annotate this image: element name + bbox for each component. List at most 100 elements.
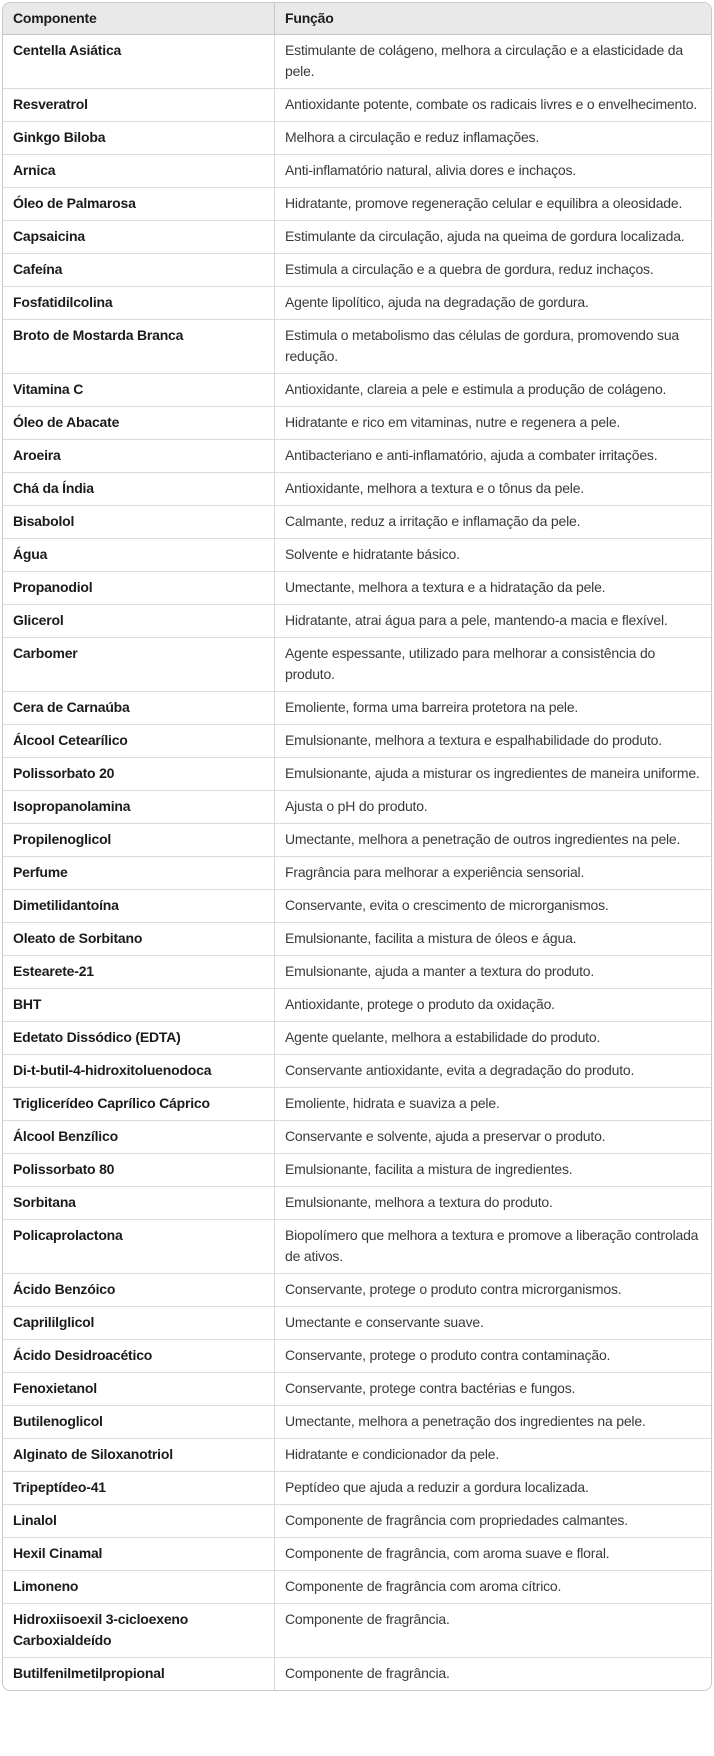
table-row: Estearete-21 Emulsionante, ajuda a manter… bbox=[3, 955, 711, 988]
funcao-cell: Agente lipolítico, ajuda na degradação d… bbox=[275, 286, 711, 319]
funcao-cell: Estimulante de colágeno, melhora a circu… bbox=[285, 42, 683, 79]
funcao-cell: Ajusta o pH do produto. bbox=[275, 790, 711, 823]
table-row: Cera de Carnaúba Emoliente, forma uma bar… bbox=[3, 691, 711, 724]
funcao-cell: Conservante, protege contra bactérias e … bbox=[275, 1372, 711, 1405]
funcao-cell: Emulsionante, ajuda a manter a textura d… bbox=[275, 955, 711, 988]
componente-cell: Alginato de Siloxanotriol bbox=[3, 1438, 275, 1471]
funcao-cell: Antioxidante potente, combate os radicai… bbox=[275, 88, 711, 121]
funcao-cell: Emoliente, hidrata e suaviza a pele. bbox=[275, 1087, 711, 1120]
funcao-cell: Emulsionante, melhora a textura do produ… bbox=[275, 1186, 711, 1219]
componente-cell: Policaprolactona bbox=[3, 1219, 275, 1273]
componente-cell: Di-t-butil-4-hidroxitoluenodoca bbox=[3, 1054, 275, 1087]
table-row: Butilenoglicol Umectante, melhora a penet… bbox=[3, 1405, 711, 1438]
componente-cell: Cafeína bbox=[3, 253, 275, 286]
componente-cell: Polissorbato 20 bbox=[3, 757, 275, 790]
table-body: Centella Asiática Estimulante de colágeno… bbox=[3, 35, 711, 1690]
componente-cell: Caprililglicol bbox=[3, 1306, 275, 1339]
table-row: Ácido Benzóico Conservante, protege o pro… bbox=[3, 1273, 711, 1306]
componente-cell: Hexil Cinamal bbox=[3, 1537, 275, 1570]
funcao-cell: Melhora a circulação e reduz inflamações… bbox=[275, 121, 711, 154]
componente-cell: Sorbitana bbox=[3, 1186, 275, 1219]
funcao-cell: Antibacteriano e anti-inflamatório, ajud… bbox=[275, 439, 711, 472]
table-row: Perfume Fragrância para melhorar a experi… bbox=[3, 856, 711, 889]
table-row: Propanodiol Umectante, melhora a textura … bbox=[3, 571, 711, 604]
funcao-cell: Fragrância para melhorar a experiência s… bbox=[275, 856, 711, 889]
funcao-cell: Biopolímero que melhora a textura e prom… bbox=[275, 1219, 711, 1273]
componente-cell: Óleo de Abacate bbox=[3, 406, 275, 439]
table-row: Polissorbato 20 Emulsionante, ajuda a mis… bbox=[3, 757, 711, 790]
funcao-cell: Solvente e hidratante básico. bbox=[275, 538, 711, 571]
table-row: Aroeira Antibacteriano e anti-inflamatóri… bbox=[3, 439, 711, 472]
componente-cell: Álcool Benzílico bbox=[3, 1120, 275, 1153]
funcao-cell: Peptídeo que ajuda a reduzir a gordura l… bbox=[275, 1471, 711, 1504]
componente-cell: Glicerol bbox=[3, 604, 275, 637]
funcao-cell: Umectante, melhora a penetração dos ingr… bbox=[275, 1405, 711, 1438]
funcao-cell: Anti-inflamatório natural, alivia dores … bbox=[275, 154, 711, 187]
table-row: Policaprolactona Biopolímero que melhora … bbox=[3, 1219, 711, 1273]
table-row: Fenoxietanol Conservante, protege contra … bbox=[3, 1372, 711, 1405]
table-row: Resveratrol Antioxidante potente, combate… bbox=[3, 88, 711, 121]
funcao-cell: Componente de fragrância. bbox=[275, 1657, 711, 1690]
funcao-cell: Conservante antioxidante, evita a degrad… bbox=[275, 1054, 711, 1087]
ingredients-table-card: Componente Função Centella Asiática Estim… bbox=[2, 2, 712, 1691]
ingredients-table: Componente Função Centella Asiática Estim… bbox=[3, 3, 711, 1690]
funcao-cell: Componente de fragrância com propriedade… bbox=[275, 1504, 711, 1537]
funcao-cell: Conservante, protege o produto contra co… bbox=[275, 1339, 711, 1372]
componente-cell: Perfume bbox=[3, 856, 275, 889]
table-row: Hexil Cinamal Componente de fragrância, c… bbox=[3, 1537, 711, 1570]
header-row: Componente Função bbox=[3, 3, 711, 35]
table-row: Vitamina C Antioxidante, clareia a pele e… bbox=[3, 373, 711, 406]
componente-cell: Carbomer bbox=[3, 637, 275, 691]
column-header-funcao: Função bbox=[275, 3, 711, 35]
componente-cell: Linalol bbox=[3, 1504, 275, 1537]
componente-cell: Broto de Mostarda Branca bbox=[3, 319, 275, 373]
column-header-componente: Componente bbox=[3, 3, 275, 35]
componente-cell: BHT bbox=[3, 988, 275, 1021]
table-header: Componente Função bbox=[3, 3, 711, 35]
funcao-cell: Antioxidante, protege o produto da oxida… bbox=[275, 988, 711, 1021]
componente-cell: Limoneno bbox=[3, 1570, 275, 1603]
componente-cell: Butilenoglicol bbox=[3, 1405, 275, 1438]
table-row: Limoneno Componente de fragrância com aro… bbox=[3, 1570, 711, 1603]
funcao-cell: Agente espessante, utilizado para melhor… bbox=[275, 637, 711, 691]
table-row: Bisabolol Calmante, reduz a irritação e i… bbox=[3, 505, 711, 538]
funcao-cell: Antioxidante, melhora a textura e o tônu… bbox=[275, 472, 711, 505]
componente-cell: Edetato Dissódico (EDTA) bbox=[3, 1021, 275, 1054]
funcao-cell: Componente de fragrância com aroma cítri… bbox=[275, 1570, 711, 1603]
table-row: Edetato Dissódico (EDTA) Agente quelante,… bbox=[3, 1021, 711, 1054]
componente-cell: Fosfatidilcolina bbox=[3, 286, 275, 319]
componente-cell: Fenoxietanol bbox=[3, 1372, 275, 1405]
funcao-cell: Umectante, melhora a penetração de outro… bbox=[275, 823, 711, 856]
table-row: Carbomer Agente espessante, utilizado par… bbox=[3, 637, 711, 691]
table-row: Butilfenilmetilpropional Componente de fr… bbox=[3, 1657, 711, 1690]
table-row: Álcool Benzílico Conservante e solvente, … bbox=[3, 1120, 711, 1153]
table-row: Caprililglicol Umectante e conservante su… bbox=[3, 1306, 711, 1339]
funcao-cell: Hidratante e condicionador da pele. bbox=[275, 1438, 711, 1471]
table-row: Fosfatidilcolina Agente lipolítico, ajuda… bbox=[3, 286, 711, 319]
funcao-cell: Estimula o metabolismo das células de go… bbox=[275, 319, 711, 373]
componente-cell: Butilfenilmetilpropional bbox=[3, 1657, 275, 1690]
table-row: Linalol Componente de fragrância com prop… bbox=[3, 1504, 711, 1537]
funcao-cell: Agente quelante, melhora a estabilidade … bbox=[275, 1021, 711, 1054]
componente-cell: Propilenoglicol bbox=[3, 823, 275, 856]
funcao-cell: Calmante, reduz a irritação e inflamação… bbox=[275, 505, 711, 538]
table-row: Sorbitana Emulsionante, melhora a textura… bbox=[3, 1186, 711, 1219]
componente-cell: Hidroxiisoexil 3-cicloexeno Carboxialdeí… bbox=[3, 1603, 275, 1657]
componente-cell: Polissorbato 80 bbox=[3, 1153, 275, 1186]
funcao-cell: Conservante, evita o crescimento de micr… bbox=[275, 889, 711, 922]
table-row: Chá da Índia Antioxidante, melhora a text… bbox=[3, 472, 711, 505]
funcao-cell: Emulsionante, facilita a mistura de ingr… bbox=[275, 1153, 711, 1186]
componente-cell: Álcool Cetearílico bbox=[3, 724, 275, 757]
componente-cell: Ginkgo Biloba bbox=[3, 121, 275, 154]
funcao-cell: Hidratante, atrai água para a pele, mant… bbox=[275, 604, 711, 637]
funcao-cell: Hidratante e rico em vitaminas, nutre e … bbox=[275, 406, 711, 439]
funcao-cell: Componente de fragrância. bbox=[275, 1603, 711, 1657]
table-row: Isopropanolamina Ajusta o pH do produto. bbox=[3, 790, 711, 823]
componente-cell: Ácido Desidroacético bbox=[3, 1339, 275, 1372]
table-row: Dimetilidantoína Conservante, evita o cre… bbox=[3, 889, 711, 922]
table-row: Água Solvente e hidratante básico. bbox=[3, 538, 711, 571]
table-row: Alginato de Siloxanotriol Hidratante e co… bbox=[3, 1438, 711, 1471]
table-row: Oleato de Sorbitano Emulsionante, facilit… bbox=[3, 922, 711, 955]
table-row: Capsaicina Estimulante da circulação, aju… bbox=[3, 220, 711, 253]
componente-cell: Centella Asiática bbox=[3, 35, 275, 88]
